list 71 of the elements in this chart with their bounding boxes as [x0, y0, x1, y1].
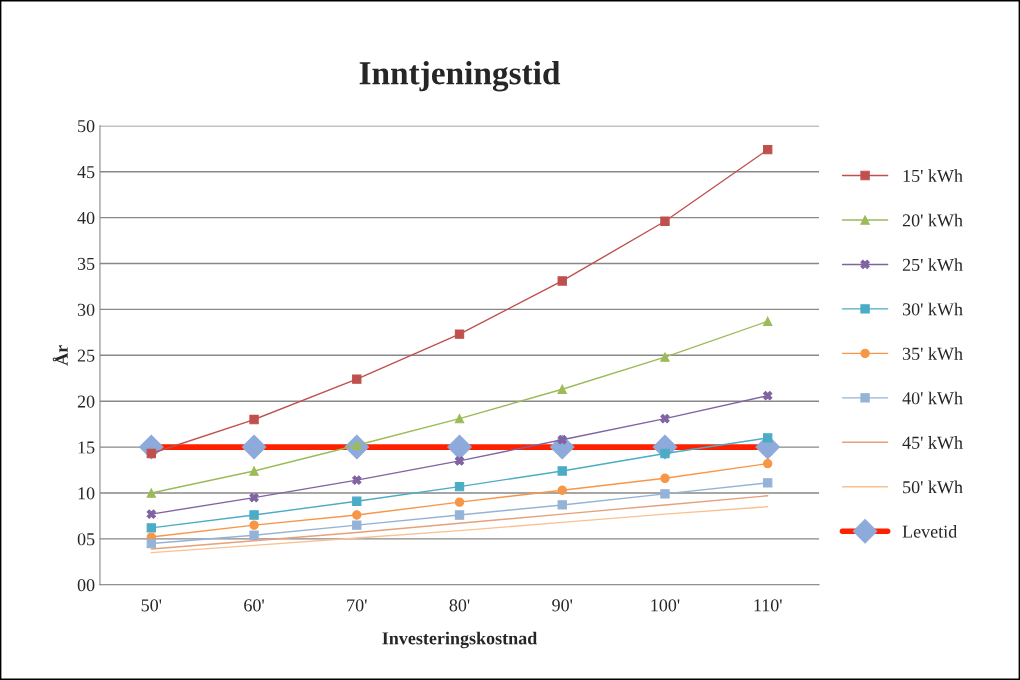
legend-label: 25' kWh [902, 258, 963, 272]
point [454, 456, 465, 466]
point [146, 523, 157, 533]
point [146, 509, 157, 519]
point [660, 216, 670, 226]
x-tick-label: 110' [754, 599, 782, 612]
legend-label: 50' kWh [903, 480, 963, 494]
y-tick-label: 00 [77, 579, 95, 592]
legend-label: 30' kWh [902, 302, 963, 316]
legend-label: Levetid [902, 525, 958, 538]
point [763, 458, 773, 469]
y-tick-label: 40 [77, 211, 95, 225]
point [660, 473, 670, 483]
point [352, 374, 362, 384]
point [557, 384, 567, 394]
y-tick-label: 35 [77, 257, 95, 270]
point [352, 510, 362, 520]
point [660, 448, 670, 459]
point [763, 478, 773, 488]
point [660, 413, 670, 424]
y-tick-label: 05 [77, 533, 95, 546]
point [557, 435, 567, 445]
point [454, 329, 465, 339]
point [763, 433, 773, 443]
point [454, 481, 465, 492]
point [557, 500, 567, 510]
point [249, 466, 259, 476]
y-tick-label: 45 [77, 166, 95, 179]
point [763, 391, 773, 401]
point [763, 316, 773, 327]
point [763, 144, 773, 155]
point [454, 497, 465, 507]
point [146, 538, 157, 549]
point [249, 510, 259, 520]
point [146, 488, 157, 498]
legend-label: 35' kWh [902, 347, 963, 360]
point [660, 489, 670, 499]
y-tick-label: 25 [77, 349, 95, 362]
point [249, 520, 259, 530]
legend-label: 45' kWh [902, 436, 963, 449]
line-series [150, 506, 769, 554]
point [557, 485, 567, 495]
legend-label: 20' kWh [902, 213, 963, 227]
point [454, 413, 465, 424]
x-tick-label: 100' [651, 599, 680, 612]
point [352, 475, 362, 485]
point [660, 352, 670, 362]
x-tick-label: 90' [552, 599, 573, 612]
y-tick-label: 15 [78, 441, 95, 454]
point [352, 496, 362, 506]
y-tick-label: 10 [78, 487, 95, 500]
chart-title: Inntjeningstid [359, 61, 561, 92]
x-tick-label: 70' [347, 599, 367, 612]
legend-label: 15' kWh [903, 169, 963, 183]
point [454, 510, 465, 520]
point [557, 466, 567, 476]
y-tick-label: 50 [78, 120, 95, 133]
y-tick-label: 20 [77, 395, 95, 408]
point [249, 530, 259, 540]
point [352, 520, 362, 530]
x-tick-label: 80' [449, 599, 470, 612]
x-tick-label: 50' [141, 599, 162, 612]
x-tick-label: 60' [244, 599, 264, 612]
y-axis-title: År [52, 345, 68, 366]
point [146, 448, 157, 459]
legend-label: 40' kWh [902, 391, 963, 405]
point [249, 492, 259, 503]
point [557, 276, 567, 286]
x-axis-title: Investeringskostnad [382, 631, 538, 649]
y-tick-label: 30 [77, 303, 95, 316]
point [249, 414, 259, 425]
